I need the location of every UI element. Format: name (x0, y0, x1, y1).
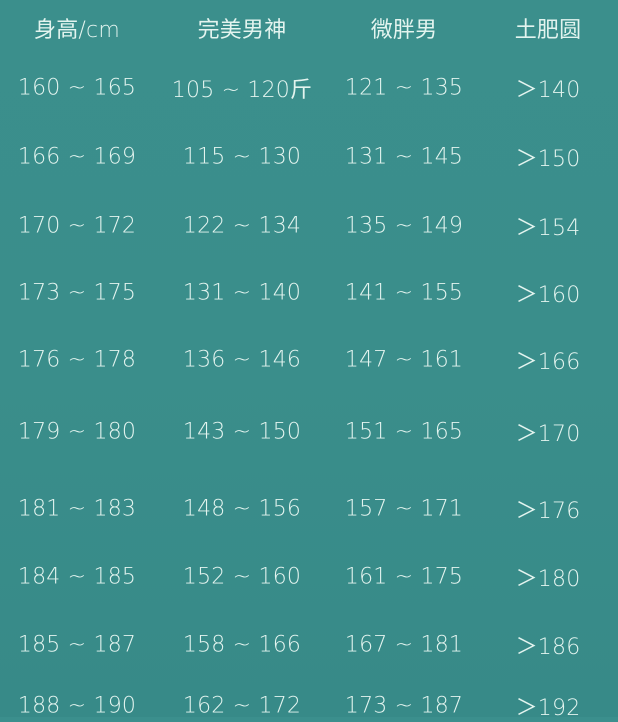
table-cell-chubby: 147 ~ 161 (344, 347, 464, 373)
column-header-obese: 土肥圆 (514, 18, 582, 43)
table-cell-perfect: 105 ~ 120斤 (171, 78, 313, 103)
table-cell-perfect: 143 ~ 150 (182, 419, 302, 445)
table-cell-obese: ＞154 (515, 216, 581, 241)
table-cell-chubby: 151 ~ 165 (344, 419, 464, 445)
table-cell-perfect: 122 ~ 134 (182, 213, 302, 239)
table-cell-height: 188 ~ 190 (17, 693, 137, 719)
table-cell-height: 160 ~ 165 (17, 75, 137, 101)
table-cell-obese: ＞170 (515, 422, 581, 447)
table-cell-obese: ＞176 (515, 499, 581, 524)
table-cell-obese: ＞160 (515, 283, 581, 308)
table-cell-height: 179 ~ 180 (17, 419, 137, 445)
table-cell-obese: ＞180 (515, 567, 581, 592)
table-cell-height: 173 ~ 175 (17, 280, 137, 306)
column-header-chubby: 微胖男 (370, 18, 438, 43)
table-cell-perfect: 131 ~ 140 (182, 280, 302, 306)
table-cell-perfect: 152 ~ 160 (182, 564, 302, 590)
table-cell-height: 166 ~ 169 (17, 144, 137, 170)
table-cell-perfect: 148 ~ 156 (182, 496, 302, 522)
table-cell-obese: ＞166 (515, 350, 581, 375)
table-cell-chubby: 173 ~ 187 (344, 693, 464, 719)
table-cell-obese: ＞186 (515, 635, 581, 660)
table-cell-height: 170 ~ 172 (17, 213, 137, 239)
table-cell-height: 176 ~ 178 (17, 347, 137, 373)
table-cell-height: 185 ~ 187 (17, 632, 137, 658)
table-cell-chubby: 157 ~ 171 (344, 496, 464, 522)
table-cell-perfect: 162 ~ 172 (182, 693, 302, 719)
table-cell-chubby: 131 ~ 145 (344, 144, 464, 170)
table-cell-obese: ＞140 (515, 78, 581, 103)
column-header-perfect: 完美男神 (197, 18, 287, 43)
table-cell-obese: ＞192 (515, 696, 581, 721)
table-cell-perfect: 158 ~ 166 (182, 632, 302, 658)
table-cell-chubby: 161 ~ 175 (344, 564, 464, 590)
table-cell-perfect: 115 ~ 130 (182, 144, 302, 170)
table-cell-height: 184 ~ 185 (17, 564, 137, 590)
table-cell-obese: ＞150 (515, 147, 581, 172)
table-cell-height: 181 ~ 183 (17, 496, 137, 522)
table-cell-chubby: 167 ~ 181 (344, 632, 464, 658)
table-cell-chubby: 141 ~ 155 (344, 280, 464, 306)
column-header-height: 身高/cm (34, 18, 120, 43)
table-cell-perfect: 136 ~ 146 (182, 347, 302, 373)
table-cell-chubby: 135 ~ 149 (344, 213, 464, 239)
table-cell-chubby: 121 ~ 135 (344, 75, 464, 101)
